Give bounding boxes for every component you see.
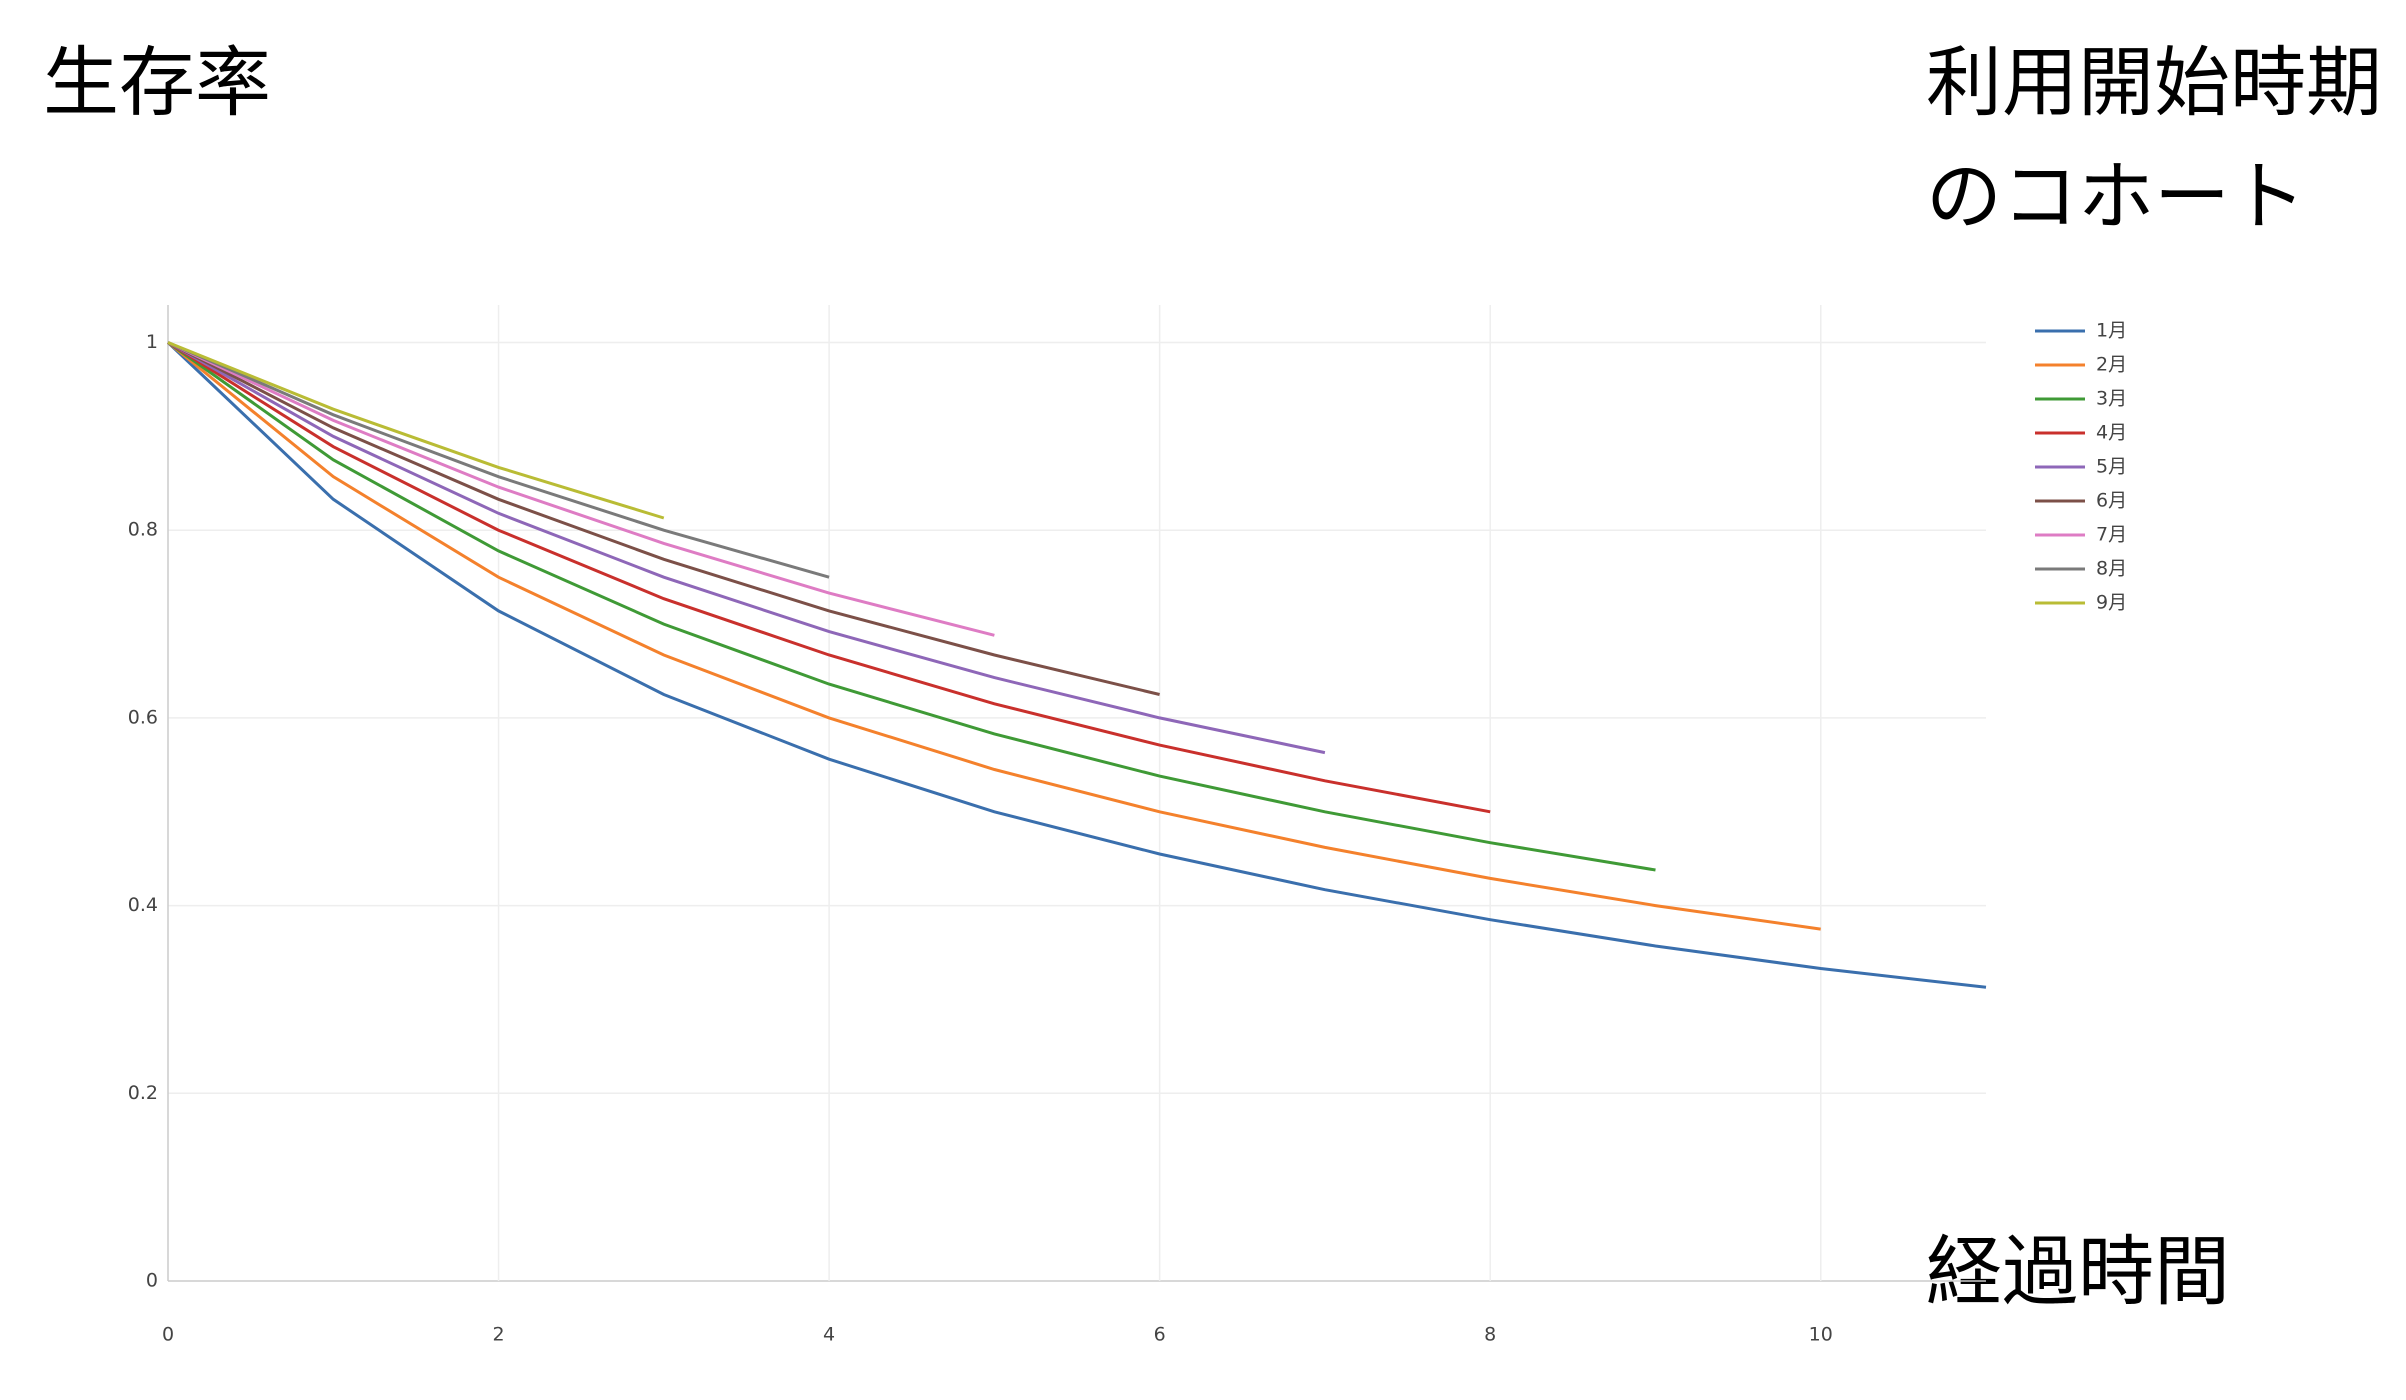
y-axis-title: 生存率 bbox=[43, 38, 271, 127]
line-series bbox=[167, 341, 1326, 755]
y-tick-label: 0.6 bbox=[128, 706, 158, 728]
line-series bbox=[167, 341, 1821, 931]
y-tick-label: 0 bbox=[146, 1270, 158, 1292]
legend-label: 2月 bbox=[2096, 354, 2127, 376]
y-tick-label: 0.8 bbox=[128, 519, 158, 541]
x-tick-label: 10 bbox=[1809, 1324, 1833, 1346]
y-tick-label: 0.2 bbox=[128, 1082, 158, 1104]
legend-label: 6月 bbox=[2096, 490, 2127, 512]
x-tick-label: 8 bbox=[1484, 1324, 1496, 1346]
x-tick-label: 2 bbox=[492, 1324, 504, 1346]
x-tick-label: 6 bbox=[1154, 1324, 1166, 1346]
legend-label: 9月 bbox=[2096, 592, 2127, 614]
legend-label: 4月 bbox=[2096, 422, 2127, 444]
x-tick-label: 4 bbox=[823, 1324, 835, 1346]
legend-title: 利用開始時期 bbox=[1926, 38, 2382, 127]
line-series bbox=[167, 341, 1491, 814]
legend-label: 3月 bbox=[2096, 388, 2127, 410]
y-tick-label: 0.4 bbox=[128, 894, 158, 916]
y-tick-label: 1 bbox=[146, 331, 158, 353]
line-series bbox=[166, 341, 1987, 989]
line-series bbox=[167, 341, 665, 520]
x-tick-label: 0 bbox=[162, 1324, 174, 1346]
line-series bbox=[167, 341, 1160, 696]
legend-label: 5月 bbox=[2096, 456, 2127, 478]
line-series bbox=[167, 341, 830, 579]
legend-label: 8月 bbox=[2096, 558, 2127, 580]
line-series bbox=[167, 341, 995, 637]
legend-title: のコホート bbox=[1926, 152, 2306, 241]
legend-label: 1月 bbox=[2096, 320, 2127, 342]
line-series bbox=[167, 341, 1656, 872]
legend-label: 7月 bbox=[2096, 524, 2127, 546]
x-axis-title: 経過時間 bbox=[1926, 1227, 2230, 1316]
